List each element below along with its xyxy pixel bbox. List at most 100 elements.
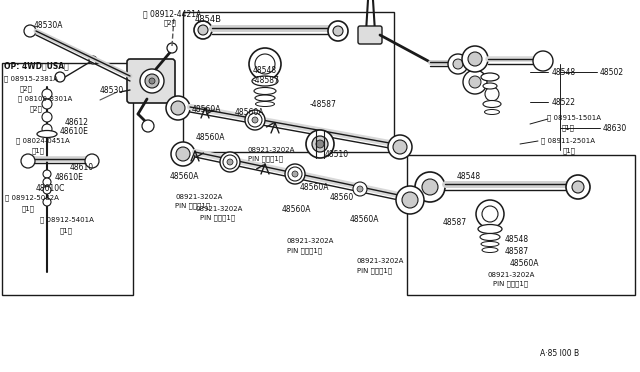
Text: Ⓡ 08915-1501A: Ⓡ 08915-1501A [547, 115, 601, 121]
Text: 48548: 48548 [505, 234, 529, 244]
Text: 48610: 48610 [70, 163, 94, 171]
Circle shape [396, 186, 424, 214]
Circle shape [312, 136, 328, 152]
Circle shape [402, 192, 418, 208]
Circle shape [198, 25, 208, 35]
Ellipse shape [478, 224, 502, 234]
Circle shape [328, 21, 348, 41]
Text: 48560A: 48560A [282, 205, 312, 214]
Circle shape [566, 175, 590, 199]
Circle shape [415, 172, 445, 202]
Ellipse shape [252, 76, 278, 86]
Circle shape [469, 76, 481, 88]
Circle shape [250, 115, 260, 125]
Circle shape [140, 69, 164, 93]
Text: 48560A: 48560A [350, 215, 380, 224]
Text: 08921-3202A: 08921-3202A [357, 258, 404, 264]
Circle shape [24, 25, 36, 37]
Text: 4854B: 4854B [195, 15, 222, 23]
Bar [183, 12, 394, 152]
Text: A·85 I00 B: A·85 I00 B [540, 350, 579, 359]
FancyBboxPatch shape [127, 59, 175, 103]
Text: 48612: 48612 [65, 118, 89, 126]
Circle shape [171, 101, 185, 115]
Text: -48587: -48587 [310, 99, 337, 109]
Text: 48610E: 48610E [55, 173, 84, 182]
Circle shape [288, 167, 302, 181]
Circle shape [463, 70, 487, 94]
Circle shape [248, 113, 262, 127]
Ellipse shape [255, 95, 275, 101]
Ellipse shape [481, 73, 499, 81]
Circle shape [333, 26, 343, 36]
Circle shape [194, 21, 212, 39]
Ellipse shape [483, 83, 497, 89]
Circle shape [42, 89, 52, 99]
Circle shape [43, 186, 51, 194]
Circle shape [149, 78, 155, 84]
Text: 48530: 48530 [100, 86, 124, 94]
Circle shape [43, 178, 51, 186]
Bar [2, 63, 133, 295]
Circle shape [468, 52, 482, 66]
Circle shape [475, 59, 485, 69]
Text: PIN ピン（1）: PIN ピン（1） [493, 281, 528, 287]
Circle shape [357, 186, 363, 192]
Circle shape [227, 159, 233, 165]
Circle shape [89, 56, 97, 64]
Text: 48548: 48548 [457, 171, 481, 180]
Text: 48548: 48548 [552, 67, 576, 77]
Ellipse shape [255, 102, 275, 106]
Circle shape [176, 147, 190, 161]
Circle shape [42, 112, 52, 122]
Text: 48560: 48560 [330, 192, 355, 202]
Circle shape [166, 96, 190, 120]
Text: PIN ピン（1）: PIN ピン（1） [248, 156, 283, 162]
Circle shape [225, 157, 235, 167]
Text: 08921-3202A: 08921-3202A [248, 147, 296, 153]
Text: （1）: （1） [22, 206, 35, 212]
Circle shape [306, 130, 334, 158]
Text: 08921-3202A: 08921-3202A [195, 206, 243, 212]
Text: 48560A: 48560A [235, 108, 264, 116]
Circle shape [462, 46, 488, 72]
FancyBboxPatch shape [358, 26, 382, 44]
Text: 48610C: 48610C [36, 183, 65, 192]
Circle shape [42, 124, 52, 134]
Circle shape [316, 140, 324, 148]
Text: 48560A: 48560A [170, 171, 200, 180]
Circle shape [388, 135, 412, 159]
Circle shape [453, 59, 463, 69]
Circle shape [252, 117, 258, 123]
Circle shape [533, 51, 553, 71]
Circle shape [43, 170, 51, 178]
Text: Ⓝ 08912-5401A: Ⓝ 08912-5401A [40, 217, 94, 223]
Circle shape [249, 48, 281, 80]
Circle shape [43, 198, 51, 206]
Text: PIN ピン（1）: PIN ピン（1） [357, 268, 392, 274]
Text: 48502: 48502 [600, 67, 624, 77]
Text: 48560A: 48560A [192, 105, 221, 113]
Text: Ⓑ 08024-0451A: Ⓑ 08024-0451A [16, 138, 70, 144]
Circle shape [142, 120, 154, 132]
Ellipse shape [254, 87, 276, 94]
Text: 08921-3202A: 08921-3202A [488, 272, 536, 278]
Text: 48510: 48510 [325, 150, 349, 158]
Circle shape [448, 54, 468, 74]
Text: 08921-3202A: 08921-3202A [287, 238, 334, 244]
Ellipse shape [481, 241, 499, 247]
Circle shape [255, 54, 275, 74]
Text: （1）: （1） [32, 148, 45, 154]
Text: Ⓝ 08912-4421A: Ⓝ 08912-4421A [143, 10, 201, 19]
Circle shape [85, 154, 99, 168]
Circle shape [572, 181, 584, 193]
Circle shape [220, 152, 240, 172]
Circle shape [482, 206, 498, 222]
Ellipse shape [482, 247, 498, 253]
Circle shape [422, 179, 438, 195]
Text: 48587: 48587 [505, 247, 529, 256]
Text: （2）: （2） [164, 20, 177, 26]
Circle shape [353, 182, 367, 196]
Text: 48560A: 48560A [510, 259, 540, 267]
Text: 48587: 48587 [443, 218, 467, 227]
